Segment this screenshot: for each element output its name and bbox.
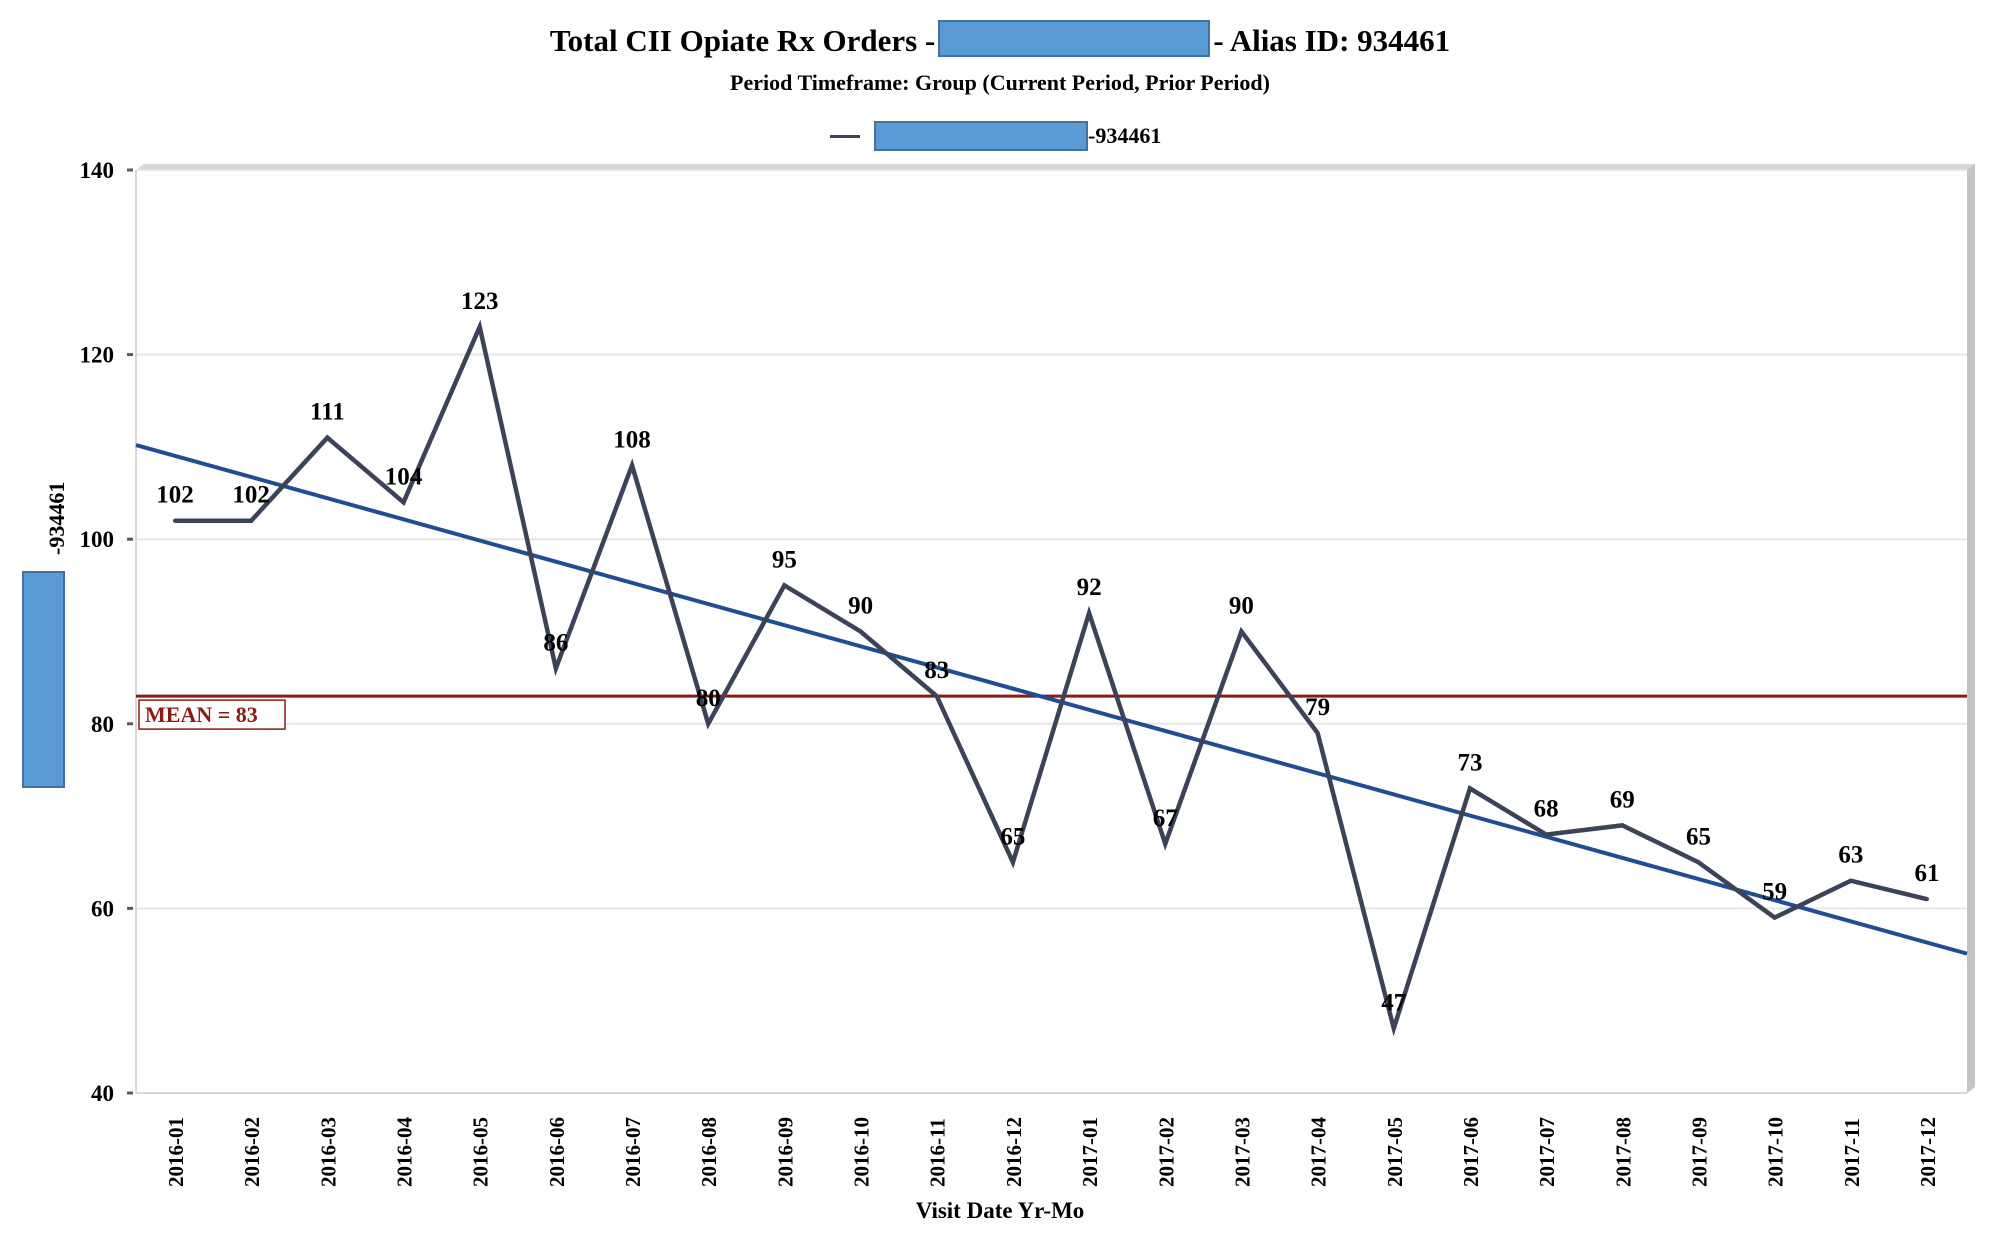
y-axis-redacted-box (22, 571, 65, 788)
data-point (401, 500, 406, 505)
data-point (173, 518, 177, 523)
data-point (1544, 832, 1549, 837)
y-tick-label: 100 (80, 527, 115, 552)
x-tick-label: 2016-03 (316, 1117, 340, 1187)
data-point (477, 324, 482, 329)
x-tick-label: 2016-10 (850, 1117, 874, 1187)
data-label: 86 (543, 629, 568, 656)
x-tick-label: 2017-08 (1611, 1117, 1635, 1187)
chart-title: Total CII Opiate Rx Orders - - Alias ID: … (0, 20, 2000, 59)
data-label: 104 (385, 463, 423, 490)
data-point (934, 694, 939, 699)
mean-label-box (138, 699, 286, 730)
plot-area (136, 170, 1967, 1093)
x-tick-label: 2016-07 (621, 1117, 645, 1187)
series-line (175, 319, 1928, 1037)
x-tick-label: 2016-04 (393, 1117, 417, 1187)
y-tick-label: 60 (91, 896, 114, 921)
y-tick-label: 80 (91, 712, 114, 737)
x-axis-title: Visit Date Yr-Mo (915, 1198, 1085, 1223)
x-tick-label: 2017-06 (1459, 1117, 1483, 1187)
x-tick-label: 2017-05 (1383, 1117, 1407, 1187)
data-label: 65 (1686, 823, 1711, 850)
data-label: 68 (1534, 796, 1559, 823)
data-point (325, 435, 330, 440)
x-tick-label: 2016-12 (1002, 1117, 1026, 1187)
data-point (1163, 841, 1168, 846)
data-label: 80 (696, 685, 721, 712)
x-tick-label: 2017-12 (1916, 1117, 1940, 1187)
data-point (630, 463, 635, 468)
x-tick-label: 2017-09 (1687, 1117, 1711, 1187)
data-point (706, 721, 711, 726)
data-point (553, 666, 558, 671)
data-point (1010, 860, 1015, 865)
y-tick-label: 140 (80, 158, 115, 183)
data-point (1772, 915, 1777, 920)
x-tick-label: 2017-02 (1154, 1117, 1178, 1187)
data-point (1315, 731, 1320, 736)
data-label: 65 (1000, 823, 1025, 850)
data-label: 47 (1381, 989, 1406, 1016)
data-point (1620, 823, 1625, 828)
x-tick-label: 2016-08 (697, 1117, 721, 1187)
title-suffix: - Alias ID: 934461 (1213, 23, 1451, 58)
x-tick-label: 2017-07 (1535, 1117, 1559, 1187)
data-label: 73 (1457, 749, 1482, 776)
data-point (1239, 629, 1244, 634)
legend-line-swatch-icon (830, 134, 860, 138)
x-tick-label: 2017-10 (1764, 1117, 1788, 1187)
x-tick-label: 2016-02 (240, 1117, 264, 1187)
data-label: 90 (1229, 593, 1254, 620)
data-point (858, 629, 863, 634)
x-tick-label: 2017-03 (1230, 1117, 1254, 1187)
data-label: 79 (1305, 694, 1330, 721)
data-point (1087, 611, 1092, 616)
title-prefix: Total CII Opiate Rx Orders - (549, 23, 936, 58)
y-tick-label: 120 (80, 343, 115, 368)
x-tick-label: 2017-04 (1307, 1117, 1331, 1187)
legend-label: -934461 (1088, 123, 1162, 148)
x-tick-label: 2016-06 (545, 1117, 569, 1187)
data-label: 90 (848, 593, 873, 620)
data-label: 92 (1077, 574, 1102, 601)
data-label: 61 (1915, 860, 1940, 887)
data-label: 67 (1153, 805, 1178, 832)
data-label: 111 (310, 399, 345, 426)
data-point (1467, 786, 1472, 791)
x-tick-label: 2016-01 (164, 1117, 188, 1187)
data-label: 69 (1610, 786, 1635, 813)
x-tick-label: 2016-09 (773, 1117, 797, 1187)
mean-label: MEAN = 83 (145, 702, 258, 727)
x-tick-label: 2016-05 (469, 1117, 493, 1187)
plot-frame-right (1967, 164, 1975, 1093)
data-point (249, 518, 254, 523)
plot-frame-top (136, 164, 1975, 170)
trend-line (135, 443, 1968, 956)
data-point (1848, 878, 1853, 883)
legend-redacted-box (874, 121, 1088, 151)
data-label: 102 (232, 482, 270, 509)
redacted-name-box (938, 20, 1211, 57)
data-label: 83 (924, 657, 949, 684)
data-label: 123 (461, 288, 499, 315)
data-point (1391, 1026, 1396, 1031)
y-tick-label: 40 (91, 1081, 114, 1106)
data-label: 59 (1762, 879, 1787, 906)
x-tick-label: 2017-01 (1078, 1117, 1102, 1187)
data-point (1925, 897, 1929, 902)
data-label: 95 (772, 546, 797, 573)
data-point (1696, 860, 1701, 865)
x-tick-label: 2017-11 (1840, 1118, 1864, 1187)
data-label: 63 (1838, 842, 1863, 869)
chart-subtitle: Period Timeframe: Group (Current Period,… (730, 70, 1270, 95)
data-point (782, 583, 787, 588)
legend: -934461 (830, 121, 1161, 151)
x-tick-label: 2016-11 (926, 1118, 950, 1187)
data-label: 102 (156, 482, 194, 509)
data-label: 108 (613, 426, 651, 453)
